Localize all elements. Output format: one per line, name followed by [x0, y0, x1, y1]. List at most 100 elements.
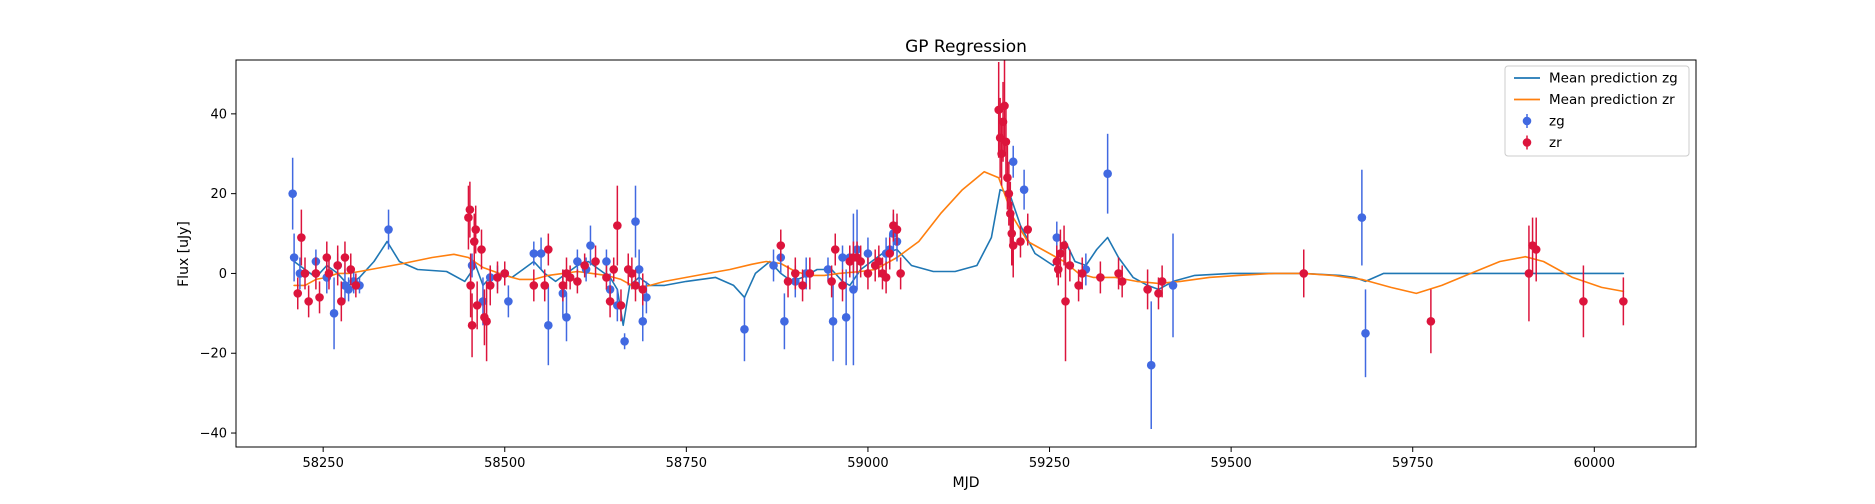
- y-tick-label: −40: [200, 427, 227, 442]
- data-point-zg: [467, 261, 477, 270]
- series-line-mean-prediction-zr: [293, 170, 1625, 295]
- data-point-zr: [324, 269, 334, 278]
- data-point-zg: [1008, 157, 1018, 167]
- data-point-zr: [1003, 173, 1012, 182]
- y-tick-label: 20: [210, 187, 227, 202]
- data-point-zr: [529, 281, 539, 290]
- data-point-zr: [627, 269, 637, 278]
- data-point-zr: [856, 257, 865, 266]
- data-point-zr: [838, 281, 847, 290]
- data-point-zr: [1299, 269, 1309, 278]
- data-point-zg: [288, 189, 297, 198]
- data-point-zr: [333, 261, 342, 270]
- data-point-zr: [485, 281, 495, 290]
- data-point-zr: [602, 273, 611, 282]
- data-point-zr: [1579, 297, 1588, 306]
- legend-label: Mean prediction zr: [1549, 92, 1675, 108]
- x-axis-label: MJD: [953, 475, 980, 491]
- data-point-zg: [384, 225, 393, 234]
- x-tick-label: 59000: [847, 456, 888, 471]
- data-point-zr: [544, 245, 553, 254]
- data-point-zg: [638, 317, 648, 326]
- legend-label: zg: [1549, 114, 1565, 130]
- data-point-zr: [631, 281, 640, 290]
- data-point-zr: [1096, 273, 1105, 282]
- data-point-zg: [1357, 213, 1367, 222]
- legend: Mean prediction zg Mean prediction zr zg zr: [1504, 65, 1690, 157]
- data-point-zg: [780, 317, 789, 326]
- data-point-zr: [609, 265, 619, 274]
- data-point-zr: [805, 269, 815, 278]
- data-point-zr: [892, 225, 902, 234]
- data-point-zg: [602, 257, 611, 266]
- data-point-zr: [1619, 297, 1628, 306]
- data-point-zr: [863, 269, 873, 278]
- data-point-zg: [1019, 185, 1029, 194]
- x-tick-label: 59250: [1029, 456, 1070, 471]
- data-point-zg: [863, 249, 873, 258]
- legend-label: Mean prediction zg: [1549, 71, 1678, 87]
- x-tick-label: 59750: [1392, 456, 1433, 471]
- data-point-zg: [620, 336, 629, 346]
- data-point-zg: [544, 321, 553, 330]
- data-point-zg: [586, 241, 595, 250]
- data-point-zr: [346, 265, 356, 274]
- data-point-zr: [315, 293, 324, 302]
- data-point-zr: [472, 301, 482, 310]
- data-point-zg: [769, 261, 778, 270]
- x-tick-label: 58750: [666, 456, 707, 471]
- data-point-zg: [828, 317, 838, 326]
- legend-label: zr: [1549, 135, 1562, 151]
- data-point-zr: [340, 253, 350, 262]
- legend-marker-swatch: [1522, 138, 1532, 147]
- data-point-zr: [827, 277, 836, 286]
- data-point-zr: [1531, 245, 1541, 254]
- data-point-zr: [477, 245, 486, 254]
- chart-title: GP Regression: [905, 37, 1027, 57]
- data-point-zr: [1114, 269, 1123, 278]
- data-point-zr: [1016, 237, 1025, 246]
- data-point-zr: [1065, 261, 1075, 270]
- data-point-zr: [351, 281, 361, 290]
- data-point-zg: [1361, 328, 1370, 338]
- data-point-zr: [293, 289, 303, 298]
- data-point-zr: [1143, 285, 1152, 294]
- data-point-zr: [565, 273, 575, 282]
- data-point-zr: [776, 241, 786, 250]
- data-point-zr: [616, 301, 626, 310]
- data-point-zr: [638, 285, 648, 294]
- data-point-zr: [471, 225, 481, 234]
- data-point-zg: [536, 249, 546, 258]
- legend-marker-swatch: [1522, 116, 1532, 126]
- data-point-zr: [1007, 229, 1017, 238]
- data-point-zr: [1008, 241, 1018, 250]
- data-point-zg: [329, 309, 339, 318]
- data-point-zg: [1168, 281, 1178, 290]
- data-point-zr: [1059, 241, 1069, 250]
- data-point-zr: [885, 249, 895, 258]
- data-point-zr: [881, 273, 891, 282]
- data-point-zr: [591, 257, 600, 266]
- legend-box: [1504, 65, 1690, 157]
- data-point-zr: [311, 269, 321, 278]
- data-point-zr: [613, 221, 622, 230]
- data-point-zr: [540, 281, 550, 290]
- data-point-zr: [464, 213, 473, 222]
- data-point-zr: [1023, 225, 1033, 234]
- data-point-zg: [642, 293, 651, 302]
- y-tick-label: −20: [200, 347, 227, 362]
- data-point-zg: [1146, 360, 1156, 370]
- data-point-zr: [482, 317, 491, 326]
- data-point-zr: [896, 269, 905, 278]
- data-point-zr: [297, 233, 306, 242]
- x-tick-label: 58500: [484, 456, 525, 471]
- data-point-zr: [791, 269, 800, 278]
- data-point-zr: [304, 297, 313, 306]
- data-point-zr: [1154, 289, 1163, 298]
- data-point-zg: [289, 253, 299, 262]
- data-point-zr: [573, 277, 582, 286]
- data-point-zg: [631, 217, 640, 226]
- data-point-zg: [1103, 169, 1112, 179]
